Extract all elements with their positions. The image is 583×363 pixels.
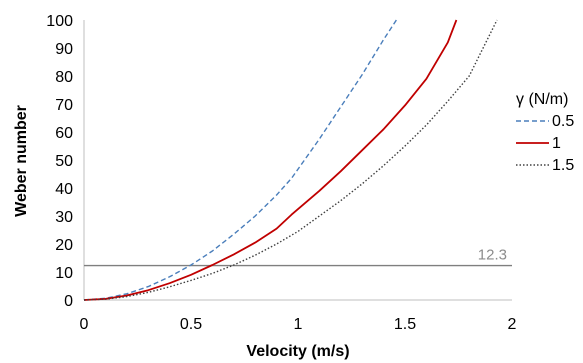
y-tick-label: 40 — [55, 181, 73, 198]
y-tick-label: 80 — [55, 69, 73, 86]
legend: γ (N/m) 0.5 1 1.5 — [516, 91, 574, 174]
y-tick-label: 50 — [55, 153, 73, 170]
y-tick-label: 30 — [55, 209, 73, 226]
y-tick-label: 0 — [64, 293, 73, 310]
y-tick-label: 20 — [55, 237, 73, 254]
y-tick-label: 90 — [55, 41, 73, 58]
series-line-1 — [83, 19, 397, 301]
x-tick-label: 2 — [508, 316, 517, 333]
x-axis: 0 0.5 1 1.5 2 — [80, 299, 517, 333]
series-line-3 — [83, 19, 498, 301]
series-line-2 — [83, 19, 458, 301]
x-tick-label: 1.5 — [394, 316, 416, 333]
legend-label-3: 1.5 — [552, 157, 574, 174]
y-tick-label: 70 — [55, 97, 73, 114]
legend-label-2: 1 — [552, 135, 561, 152]
legend-title: γ (N/m) — [516, 91, 568, 108]
y-tick-label: 10 — [55, 265, 73, 282]
x-tick-label: 0.5 — [180, 316, 202, 333]
series-lines — [83, 19, 498, 301]
x-axis-title: Velocity (m/s) — [246, 343, 349, 360]
y-axis-title: Weber number — [13, 105, 30, 217]
reference-line-label: 12.3 — [478, 247, 507, 264]
legend-label-1: 0.5 — [552, 113, 574, 130]
reference-line-group: 12.3 — [84, 247, 512, 267]
x-tick-label: 1 — [294, 316, 303, 333]
y-axis: 0 10 20 30 40 50 60 70 80 90 100 — [46, 13, 85, 310]
y-tick-label: 100 — [46, 13, 73, 30]
x-tick-label: 0 — [80, 316, 89, 333]
y-tick-label: 60 — [55, 125, 73, 142]
